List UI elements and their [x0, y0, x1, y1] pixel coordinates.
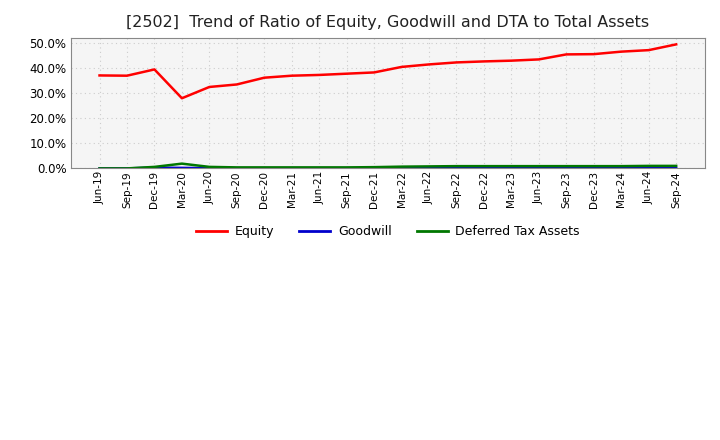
- Title: [2502]  Trend of Ratio of Equity, Goodwill and DTA to Total Assets: [2502] Trend of Ratio of Equity, Goodwil…: [126, 15, 649, 30]
- Legend: Equity, Goodwill, Deferred Tax Assets: Equity, Goodwill, Deferred Tax Assets: [191, 220, 585, 243]
